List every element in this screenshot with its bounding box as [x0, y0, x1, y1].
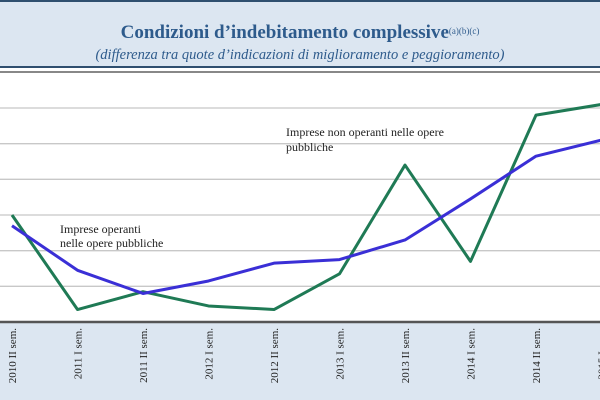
x-tick-label: 2011 II sem.: [138, 328, 150, 383]
chart-header: Condizioni d’indebitamento complessive(a…: [0, 0, 600, 68]
chart-title: Condizioni d’indebitamento complessive(a…: [0, 22, 600, 44]
x-tick-label: 2010 II sem.: [7, 328, 19, 384]
x-tick-label: 2013 I sem.: [335, 328, 347, 380]
x-tick-label: 2014 I sem.: [466, 328, 478, 380]
annotation-series-2-line2: pubbliche: [286, 140, 333, 154]
x-tick-label: 2013 II sem.: [400, 328, 412, 384]
series-line-1: [10, 103, 600, 312]
chart-subtitle: (differenza tra quote d’indicazioni di m…: [95, 47, 505, 63]
series-line-2: [11, 138, 600, 295]
x-tick-label: 2015 I sem.: [597, 328, 600, 380]
title-notes: (a)(b)(c): [448, 26, 480, 36]
x-tick-label: 2012 I sem.: [204, 328, 216, 380]
x-axis-band: [0, 323, 600, 400]
annotation-series-2-line1: Imprese non operanti nelle opere: [286, 125, 444, 139]
annotation-series-1-line1: Imprese operanti: [60, 222, 142, 236]
header-divider: [0, 71, 600, 73]
annotation-series-1-line2: nelle opere pubbliche: [60, 236, 163, 250]
x-tick-label: 2014 II sem.: [531, 328, 543, 384]
title-text: Condizioni d’indebitamento complessive: [120, 22, 449, 43]
x-tick-label: 2011 I sem.: [73, 328, 85, 379]
x-tick-label: 2012 II sem.: [269, 328, 281, 384]
